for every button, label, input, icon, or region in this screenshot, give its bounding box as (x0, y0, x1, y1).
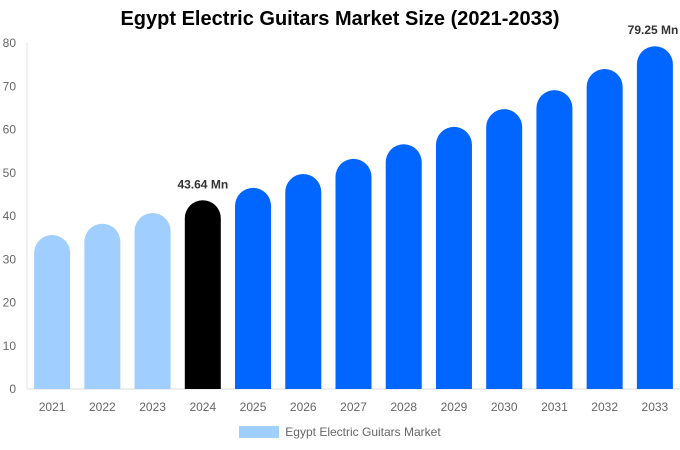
x-tick-label: 2026 (290, 400, 317, 414)
bar-2033 (636, 46, 673, 390)
x-tick-label: 2032 (591, 400, 618, 414)
x-tick-label: 2022 (89, 400, 116, 414)
x-tick-label: 2029 (441, 400, 468, 414)
y-tick-label: 40 (3, 209, 17, 223)
bar-2031 (536, 90, 573, 389)
x-tick-label: 2025 (240, 400, 267, 414)
y-tick-label: 10 (3, 339, 17, 353)
data-label: 43.64 Mn (177, 177, 228, 191)
bar-2022 (84, 223, 121, 389)
y-tick-label: 0 (9, 382, 16, 396)
bar-2028 (385, 144, 422, 389)
x-tick-label: 2024 (189, 400, 216, 414)
legend: Egypt Electric Guitars Market (0, 425, 680, 439)
y-tick-label: 20 (3, 296, 17, 310)
x-tick-label: 2033 (642, 400, 669, 414)
y-tick-label: 70 (3, 79, 17, 93)
chart-title: Egypt Electric Guitars Market Size (2021… (120, 8, 560, 30)
legend-swatch (239, 426, 280, 438)
x-tick-label: 2030 (491, 400, 518, 414)
y-tick-label: 50 (3, 166, 17, 180)
bar-2025 (235, 187, 272, 389)
y-tick-label: 80 (3, 36, 17, 50)
data-label: 79.25 Mn (628, 23, 679, 37)
x-tick-label: 2027 (340, 400, 367, 414)
y-tick-label: 60 (3, 123, 17, 137)
x-tick-label: 2021 (39, 400, 66, 414)
bar-2032 (586, 68, 623, 389)
x-tick-label: 2028 (390, 400, 417, 414)
bar-2021 (34, 235, 71, 389)
bar-2024 (184, 200, 221, 389)
bar-2030 (486, 109, 523, 390)
bar-2023 (134, 212, 171, 389)
legend-label: Egypt Electric Guitars Market (285, 425, 441, 439)
bar-2026 (285, 174, 322, 389)
x-tick-label: 2023 (139, 400, 166, 414)
bar-2027 (335, 158, 372, 389)
y-tick-label: 30 (3, 252, 17, 266)
x-tick-label: 2031 (541, 400, 568, 414)
bar-2029 (435, 126, 472, 389)
